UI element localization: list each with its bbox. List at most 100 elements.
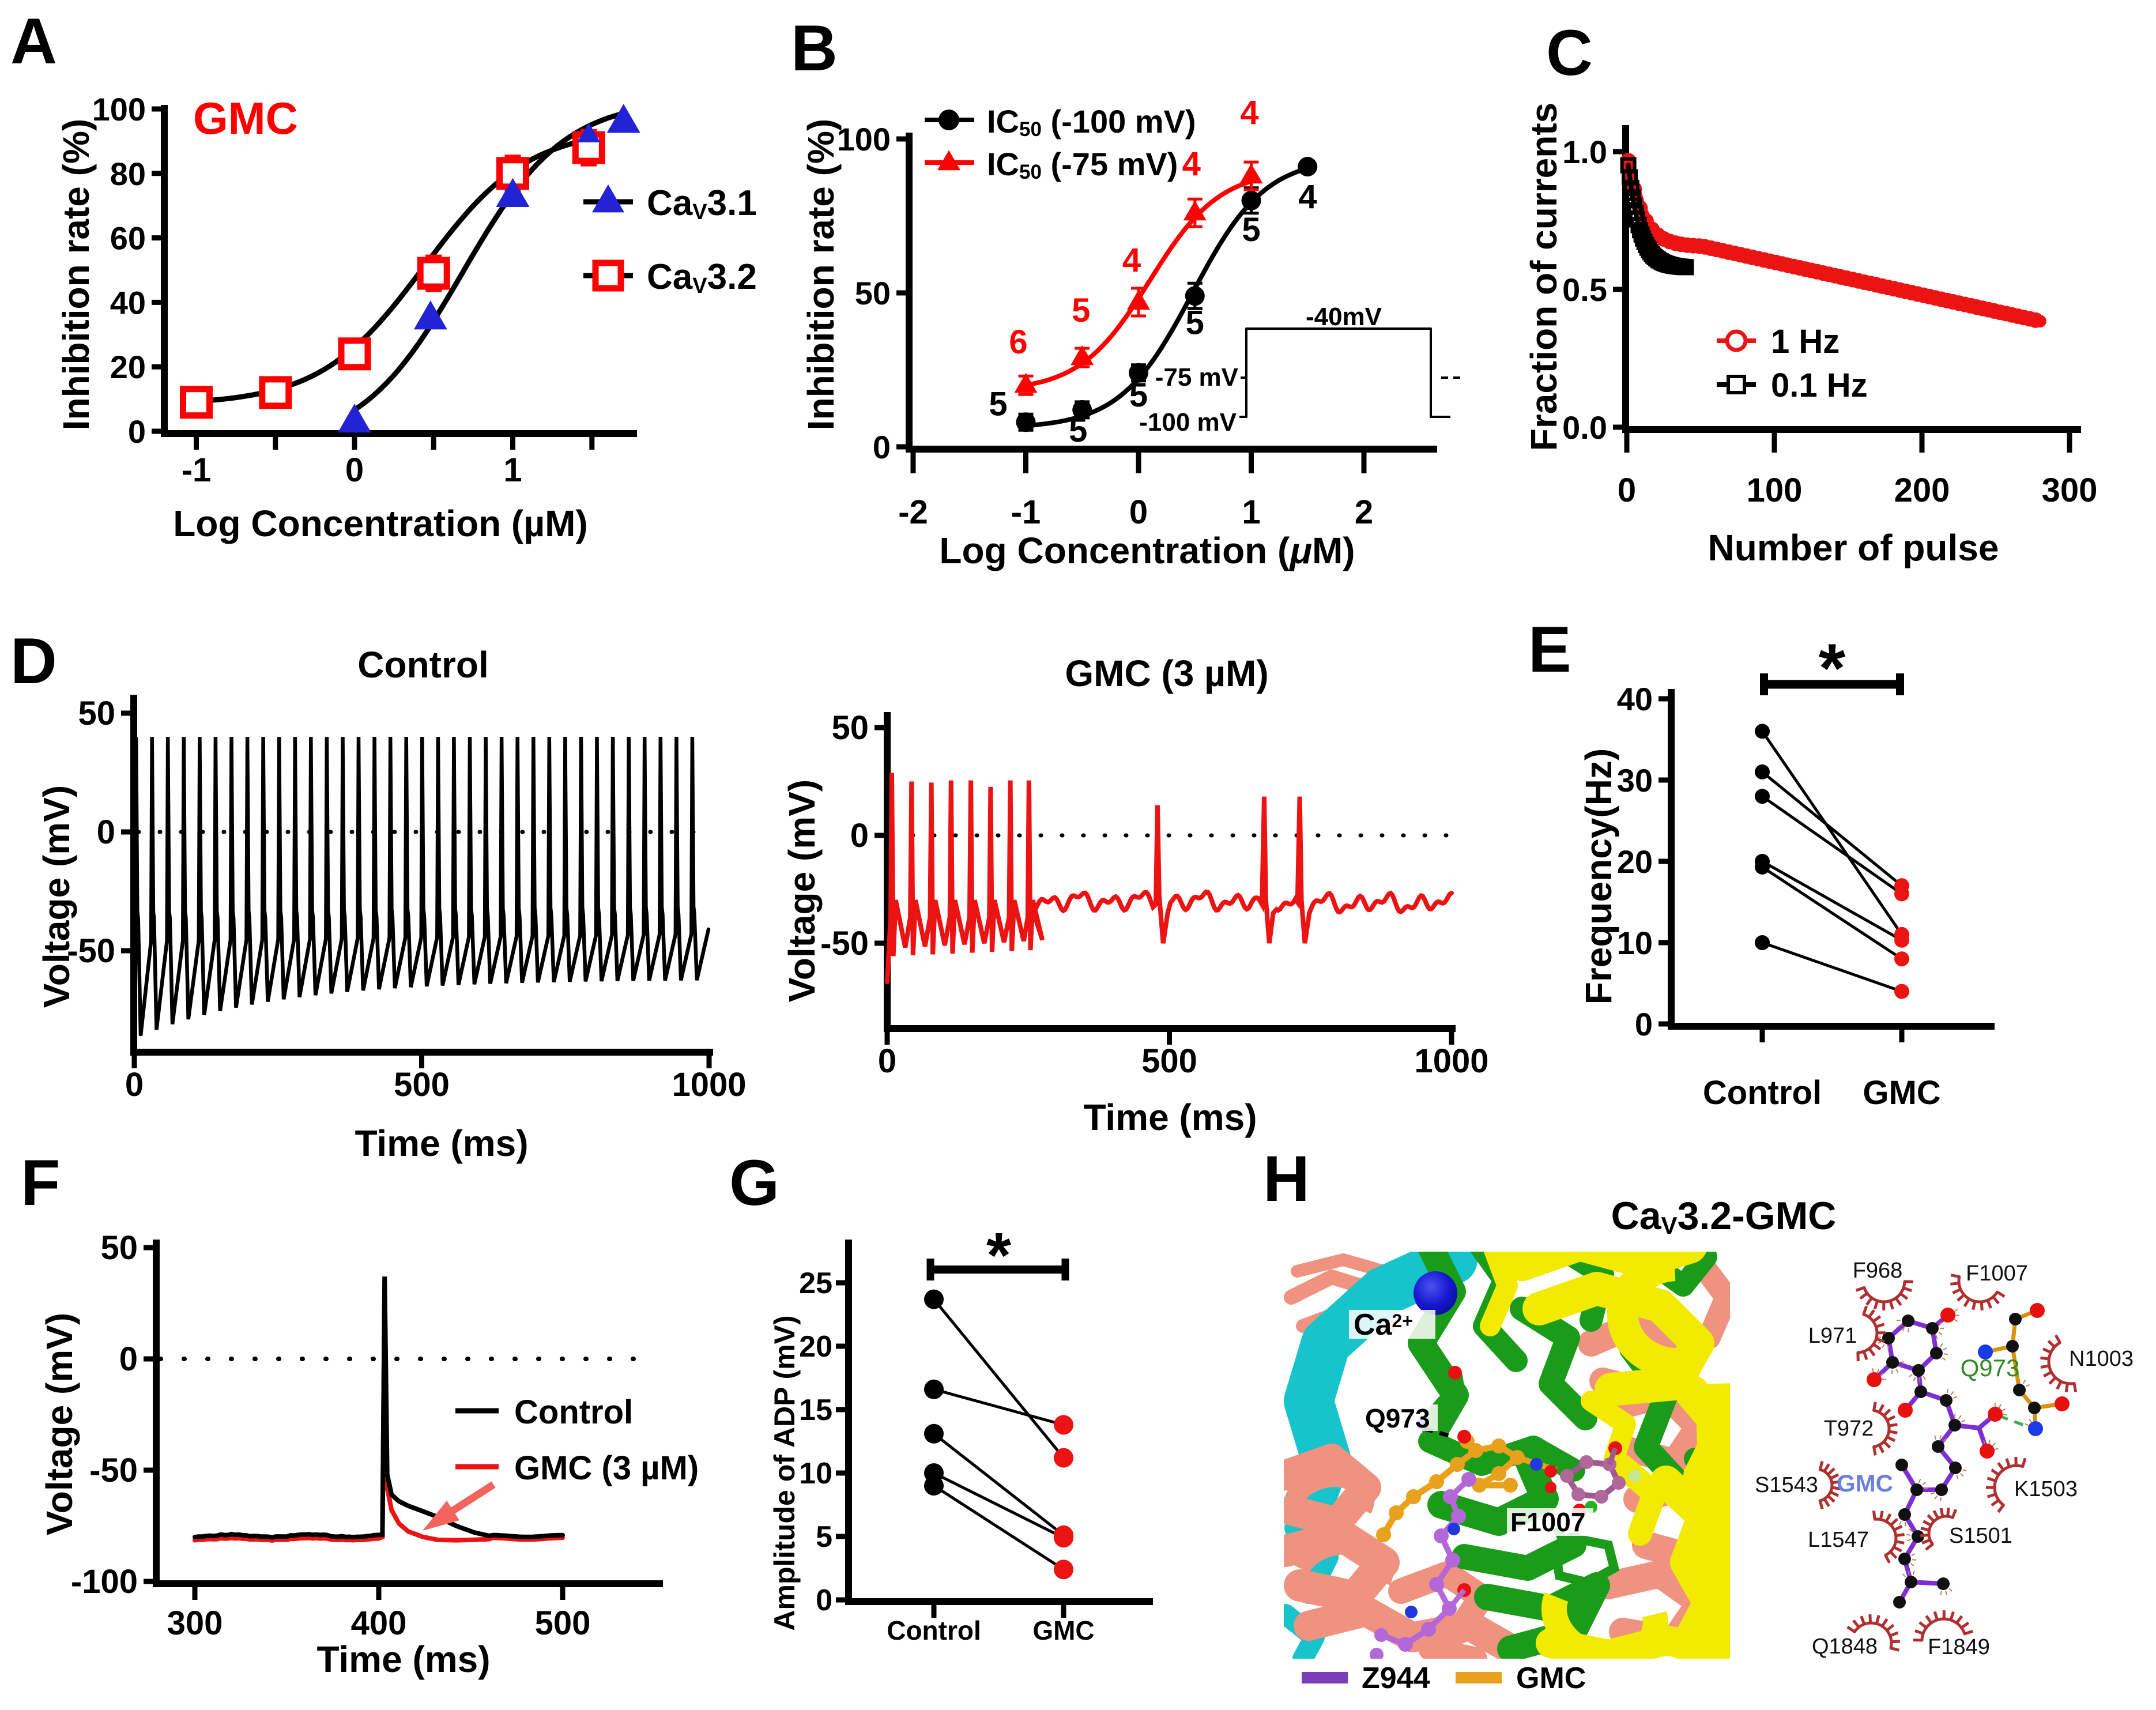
svg-text:30: 30: [1617, 762, 1653, 798]
svg-text:IC50 (-100 mV): IC50 (-100 mV): [987, 103, 1196, 141]
svg-text:C: C: [1546, 17, 1593, 89]
svg-text:F1007: F1007: [1510, 1507, 1585, 1537]
svg-text:50: 50: [100, 1229, 138, 1267]
svg-text:4: 4: [1298, 178, 1317, 216]
svg-text:25: 25: [799, 1267, 832, 1300]
svg-text:0: 0: [1635, 1006, 1653, 1042]
svg-text:G: G: [729, 1147, 779, 1219]
svg-text:1.0: 1.0: [1562, 134, 1607, 170]
svg-text:1: 1: [1242, 494, 1260, 531]
svg-text:0.5: 0.5: [1562, 272, 1607, 308]
svg-text:500: 500: [1141, 1042, 1197, 1080]
svg-text:-75 mV: -75 mV: [1155, 363, 1239, 391]
svg-text:50: 50: [78, 695, 115, 732]
svg-text:40: 40: [1617, 681, 1653, 717]
svg-text:300: 300: [2042, 472, 2098, 509]
svg-text:4: 4: [1122, 242, 1141, 279]
svg-text:Time (ms): Time (ms): [1083, 1097, 1257, 1138]
svg-text:50: 50: [831, 709, 869, 747]
svg-text:4: 4: [1240, 94, 1258, 131]
svg-text:50: 50: [855, 275, 891, 311]
svg-text:*: *: [986, 1220, 1011, 1291]
svg-text:Fraction of currents: Fraction of currents: [1523, 103, 1565, 451]
svg-text:IC50 (-75 mV): IC50 (-75 mV): [987, 146, 1178, 183]
svg-text:6: 6: [1009, 323, 1027, 361]
svg-text:Inhibition rate (%): Inhibition rate (%): [800, 119, 842, 430]
svg-text:40: 40: [110, 284, 146, 321]
svg-text:GMC: GMC: [1863, 1074, 1940, 1112]
svg-text:0: 0: [128, 413, 146, 450]
svg-text:1: 1: [503, 451, 522, 489]
svg-text:5: 5: [1069, 412, 1087, 449]
svg-text:Time (ms): Time (ms): [355, 1123, 528, 1164]
svg-text:0: 0: [878, 1042, 896, 1080]
svg-text:Control: Control: [514, 1393, 633, 1431]
svg-text:E: E: [1528, 613, 1571, 685]
svg-text:F1849: F1849: [1928, 1635, 1990, 1659]
svg-text:0: 0: [850, 817, 869, 854]
svg-text:F968: F968: [1853, 1259, 1903, 1283]
svg-text:D: D: [10, 625, 57, 697]
svg-text:L971: L971: [1808, 1324, 1857, 1348]
svg-text:S1543: S1543: [1755, 1473, 1818, 1497]
svg-text:1 Hz: 1 Hz: [1771, 323, 1840, 360]
svg-text:Z944: Z944: [1362, 1662, 1430, 1695]
svg-text:GMC: GMC: [1032, 1615, 1094, 1645]
svg-text:0: 0: [1129, 494, 1148, 531]
svg-text:2: 2: [1355, 494, 1373, 531]
svg-text:4: 4: [1182, 145, 1201, 183]
svg-text:5: 5: [989, 385, 1007, 423]
svg-text:200: 200: [1894, 472, 1950, 509]
svg-text:20: 20: [799, 1330, 832, 1364]
svg-text:15: 15: [799, 1393, 832, 1427]
svg-text:Control: Control: [357, 644, 489, 685]
svg-text:0: 0: [345, 451, 364, 489]
svg-text:5: 5: [1072, 292, 1090, 329]
svg-text:5: 5: [1186, 304, 1204, 341]
svg-text:Q1848: Q1848: [1812, 1634, 1878, 1659]
svg-text:N1003: N1003: [2069, 1347, 2134, 1371]
svg-text:A: A: [10, 5, 57, 77]
svg-text:500: 500: [394, 1066, 450, 1103]
svg-text:-1: -1: [182, 451, 212, 489]
svg-text:GMC: GMC: [193, 93, 298, 144]
svg-text:10: 10: [1617, 925, 1653, 961]
svg-text:500: 500: [535, 1604, 591, 1642]
svg-text:GMC (3 µM): GMC (3 µM): [1065, 653, 1268, 694]
svg-text:*: *: [1819, 630, 1846, 707]
svg-text:0: 0: [816, 1584, 832, 1617]
svg-text:Inhibition rate (%): Inhibition rate (%): [55, 119, 97, 430]
svg-text:-1: -1: [1011, 494, 1041, 531]
svg-text:Frequency(Hz): Frequency(Hz): [1578, 748, 1619, 1005]
svg-text:Voltage (mV): Voltage (mV): [36, 785, 77, 1008]
svg-text:0: 0: [873, 429, 891, 465]
svg-text:60: 60: [110, 220, 146, 257]
svg-text:-2: -2: [898, 494, 928, 531]
svg-text:Number of pulse: Number of pulse: [1708, 527, 1999, 568]
svg-text:1000: 1000: [1414, 1042, 1488, 1080]
svg-text:-100 mV: -100 mV: [1139, 408, 1237, 436]
svg-text:Q973: Q973: [1961, 1354, 2020, 1381]
svg-text:L1547: L1547: [1808, 1528, 1869, 1552]
svg-text:20: 20: [1617, 843, 1653, 880]
svg-text:Control: Control: [887, 1615, 981, 1645]
svg-text:5: 5: [1242, 211, 1260, 248]
svg-text:1000: 1000: [672, 1066, 746, 1103]
svg-text:-100: -100: [71, 1563, 138, 1600]
svg-text:Amplitude of ADP (mV): Amplitude of ADP (mV): [768, 1315, 801, 1630]
svg-text:GMC: GMC: [1516, 1662, 1586, 1695]
svg-text:Time (ms): Time (ms): [316, 1639, 490, 1680]
svg-text:Control: Control: [1703, 1074, 1822, 1112]
svg-text:H: H: [1263, 1143, 1310, 1215]
svg-text:400: 400: [351, 1604, 407, 1642]
svg-text:0.0: 0.0: [1562, 409, 1607, 446]
svg-text:20: 20: [110, 349, 146, 385]
svg-text:100: 100: [92, 91, 146, 127]
svg-text:0: 0: [97, 813, 115, 851]
svg-text:F: F: [21, 1147, 60, 1219]
svg-text:10: 10: [799, 1457, 832, 1490]
svg-text:Log Concentration (µM): Log Concentration (µM): [173, 503, 587, 544]
svg-text:80: 80: [110, 156, 146, 192]
svg-text:100: 100: [1747, 472, 1803, 509]
svg-text:-50: -50: [820, 925, 869, 962]
